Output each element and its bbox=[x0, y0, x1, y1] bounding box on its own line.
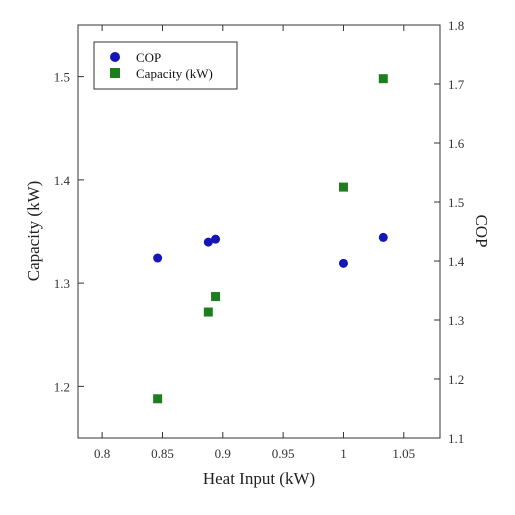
capacity-point bbox=[153, 394, 163, 404]
right-y-tick-label: 1.3 bbox=[448, 313, 464, 328]
data-points bbox=[153, 74, 388, 404]
cop-point bbox=[378, 232, 388, 242]
x-axis-ticks: 0.8 0.85 0.9 0.95 1 1.05 bbox=[94, 25, 415, 461]
x-tick-label: 0.95 bbox=[272, 446, 295, 461]
legend-box bbox=[93, 41, 238, 90]
capacity-point bbox=[378, 74, 388, 84]
right-y-tick-label: 1.2 bbox=[448, 372, 464, 387]
capacity-point bbox=[211, 292, 221, 302]
right-y-tick-label: 1.8 bbox=[448, 18, 464, 33]
right-y-axis-title: COP bbox=[472, 214, 491, 247]
left-y-tick-label: 1.3 bbox=[54, 276, 70, 291]
capacity-point bbox=[338, 182, 348, 192]
right-y-tick-label: 1.7 bbox=[448, 77, 465, 92]
plot-frame bbox=[77, 24, 441, 439]
legend-cop-label: COP bbox=[136, 50, 161, 65]
left-y-tick-label: 1.4 bbox=[54, 173, 71, 188]
legend: COP Capacity (kW) bbox=[93, 41, 238, 90]
capacity-point bbox=[203, 307, 213, 317]
right-y-tick-label: 1.6 bbox=[448, 136, 465, 151]
left-y-tick-label: 1.2 bbox=[54, 379, 70, 394]
cop-point bbox=[153, 253, 163, 263]
x-tick-label: 1 bbox=[340, 446, 347, 461]
x-axis-title: Heat Input (kW) bbox=[203, 469, 315, 488]
x-tick-label: 0.85 bbox=[151, 446, 174, 461]
cop-point bbox=[203, 237, 213, 247]
left-y-tick-label: 1.5 bbox=[54, 70, 70, 85]
x-tick-label: 1.05 bbox=[392, 446, 415, 461]
x-tick-label: 0.9 bbox=[215, 446, 231, 461]
left-y-axis-ticks: 1.2 1.3 1.4 1.5 bbox=[54, 70, 84, 394]
x-tick-label: 0.8 bbox=[94, 446, 110, 461]
right-y-axis-ticks: 1.1 1.2 1.3 1.4 1.5 1.6 1.7 1.8 bbox=[434, 18, 465, 446]
right-y-tick-label: 1.5 bbox=[448, 195, 464, 210]
legend-capacity-label: Capacity (kW) bbox=[136, 66, 213, 81]
cop-point bbox=[338, 258, 348, 268]
cop-point bbox=[211, 234, 221, 244]
right-y-tick-label: 1.1 bbox=[448, 431, 464, 446]
right-y-tick-label: 1.4 bbox=[448, 254, 465, 269]
legend-capacity-marker bbox=[110, 68, 120, 78]
left-y-axis-title: Capacity (kW) bbox=[24, 181, 43, 282]
legend-cop-marker bbox=[110, 52, 120, 62]
